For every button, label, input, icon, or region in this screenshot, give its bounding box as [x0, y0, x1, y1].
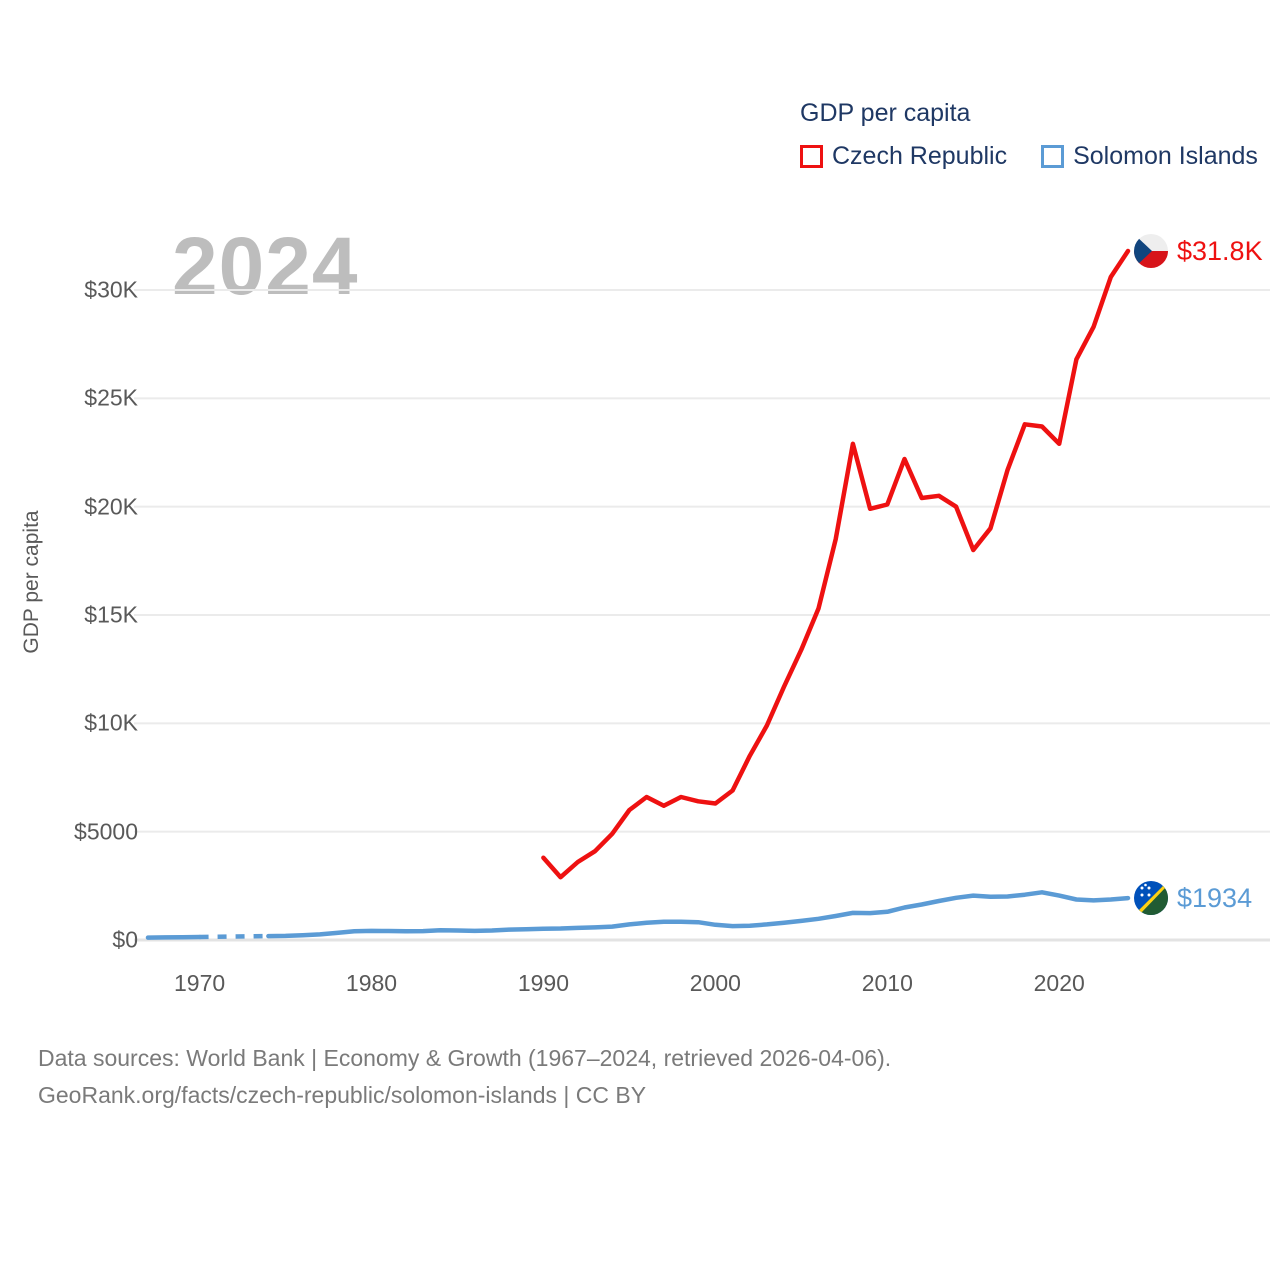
end-value-solomon-islands: $1934	[1177, 882, 1253, 913]
legend-title: GDP per capita	[800, 99, 971, 127]
watermark-year: 2024	[172, 221, 359, 312]
x-tick-label: 2000	[689, 970, 741, 996]
y-axis-tick-labels: $0 $5000 $10K $15K $20K $25K $30K	[0, 0, 138, 1020]
x-tick-label: 1980	[345, 970, 398, 996]
end-label-czech-republic: $31.8K	[1134, 234, 1263, 268]
x-tick-label: 1970	[173, 970, 226, 996]
legend-label-czech-republic: Czech Republic	[832, 141, 1008, 170]
footer-line-1: Data sources: World Bank | Economy & Gro…	[38, 1045, 892, 1071]
x-tick-label: 2020	[1033, 970, 1085, 996]
flag-icon-czech-republic	[1134, 234, 1168, 268]
y-tick-label: $10K	[84, 709, 138, 736]
chart-legend: GDP per capita Czech Republic Solomon Is…	[800, 99, 1260, 171]
y-axis-label: GDP per capita	[20, 510, 43, 654]
legend-swatch-icon-solomon-islands	[1041, 144, 1065, 168]
footer-line-2: GeoRank.org/facts/czech-republic/solomon…	[38, 1082, 647, 1109]
legend-label-solomon-islands: Solomon Islands	[1073, 141, 1258, 170]
footer-attribution: Data sources: World Bank | Economy & Gro…	[38, 1040, 891, 1115]
legend-swatch-icon-czech-republic	[800, 144, 823, 168]
x-tick-label: 1990	[517, 970, 570, 996]
chart-plot-area: $0 $5000 $10K $15K $20K $25K $30K 1970 1980 1990…	[0, 0, 1270, 1020]
y-tick-label: $30K	[84, 276, 138, 303]
end-value-czech-republic: $31.8K	[1177, 235, 1263, 266]
x-tick-label: 2010	[861, 970, 913, 996]
y-tick-label: $20K	[84, 493, 138, 520]
line-chart-svg	[134, 248, 1270, 942]
legend-items: Czech Republic Solomon Islands	[800, 142, 1260, 171]
end-label-solomon-islands: $1934	[1134, 881, 1253, 916]
flag-icon-solomon-islands	[1134, 881, 1168, 916]
legend-item-solomon-islands[interactable]: Solomon Islands	[1041, 142, 1258, 171]
y-tick-label: $15K	[84, 601, 138, 628]
y-tick-label: $0	[112, 926, 138, 953]
y-tick-label: $5000	[74, 818, 138, 845]
legend-item-czech-republic[interactable]: Czech Republic	[800, 142, 1007, 171]
y-tick-label: $25K	[84, 384, 138, 411]
